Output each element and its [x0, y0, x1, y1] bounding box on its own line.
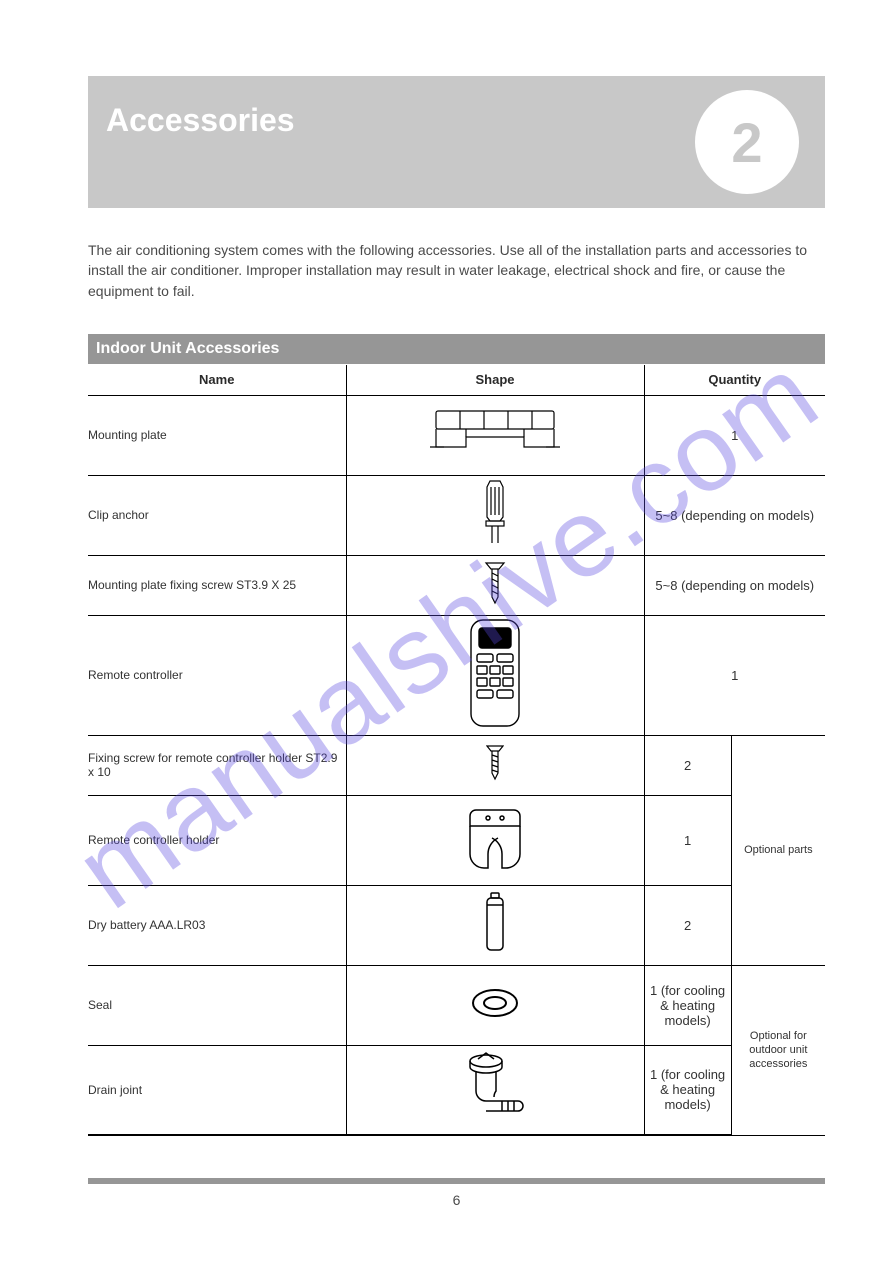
- clip-anchor-icon: [478, 479, 512, 547]
- cell-qty: 2: [644, 735, 731, 795]
- cell-shape: [346, 615, 644, 735]
- col-shape-header: Shape: [346, 365, 644, 395]
- cell-shape: [346, 735, 644, 795]
- cell-name: Remote controller holder: [88, 795, 346, 885]
- seal-icon: [467, 983, 523, 1023]
- cell-name: Mounting plate fixing screw ST3.9 X 25: [88, 555, 346, 615]
- table-header-row: Name Shape Quantity: [88, 365, 825, 395]
- table-row: Mounting plate fixing screw ST3.9 X 25 5…: [88, 555, 825, 615]
- table-row: Remote controller holder 1: [88, 795, 825, 885]
- cell-note-group1: Optional parts: [731, 735, 825, 965]
- drain-joint-icon: [456, 1051, 534, 1123]
- cell-note-group2: Optional for outdoor unit accessories: [731, 965, 825, 1135]
- table-row: Dry battery AAA.LR03 2: [88, 885, 825, 965]
- cell-shape: [346, 1045, 644, 1135]
- table-row: Fixing screw for remote controller holde…: [88, 735, 825, 795]
- subheading-bar: Indoor Unit Accessories: [88, 334, 825, 364]
- cell-qty: 1: [644, 615, 825, 735]
- cell-shape: [346, 885, 644, 965]
- cell-name: Dry battery AAA.LR03: [88, 885, 346, 965]
- cell-name: Seal: [88, 965, 346, 1045]
- battery-icon: [482, 891, 508, 955]
- subheading-text: Indoor Unit Accessories: [96, 340, 279, 358]
- table-row: Clip anchor 5~8 (depending on models): [88, 475, 825, 555]
- table-row: Remote controller 1: [88, 615, 825, 735]
- cell-shape: [346, 795, 644, 885]
- cell-name: Remote controller: [88, 615, 346, 735]
- cell-shape: [346, 555, 644, 615]
- table-row: Mounting plate 1: [88, 395, 825, 475]
- intro-paragraph: The air conditioning system comes with t…: [88, 240, 825, 301]
- remote-controller-icon: [465, 618, 525, 728]
- remote-holder-icon: [456, 802, 534, 874]
- col-qty-header: Quantity: [644, 365, 825, 395]
- screw-icon: [484, 559, 506, 607]
- cell-qty: 1 (for cooling & heating models): [644, 1045, 731, 1135]
- table-row: Seal 1 (for cooling & heating models) Op…: [88, 965, 825, 1045]
- col-name-header: Name: [88, 365, 346, 395]
- cell-shape: [346, 965, 644, 1045]
- cell-qty: 1: [644, 395, 825, 475]
- cell-qty: 2: [644, 885, 731, 965]
- cell-qty: 5~8 (depending on models): [644, 475, 825, 555]
- mounting-plate-icon: [430, 407, 560, 459]
- cell-qty: 1 (for cooling & heating models): [644, 965, 731, 1045]
- small-screw-icon: [486, 743, 504, 783]
- cell-name: Clip anchor: [88, 475, 346, 555]
- footer-bar: [88, 1178, 825, 1184]
- cell-shape: [346, 395, 644, 475]
- page-number: 6: [88, 1192, 825, 1208]
- cell-name: Drain joint: [88, 1045, 346, 1135]
- accessories-table: Name Shape Quantity Mounting plate: [88, 365, 825, 1136]
- section-title: Accessories: [106, 102, 295, 139]
- cell-name: Fixing screw for remote controller holde…: [88, 735, 346, 795]
- cell-qty: 1: [644, 795, 731, 885]
- section-number: 2: [731, 110, 762, 175]
- section-number-circle: 2: [695, 90, 799, 194]
- cell-shape: [346, 475, 644, 555]
- cell-qty: 5~8 (depending on models): [644, 555, 825, 615]
- cell-name: Mounting plate: [88, 395, 346, 475]
- table-row: Drain joint 1 (for cool: [88, 1045, 825, 1135]
- section-banner: Accessories 2: [88, 76, 825, 208]
